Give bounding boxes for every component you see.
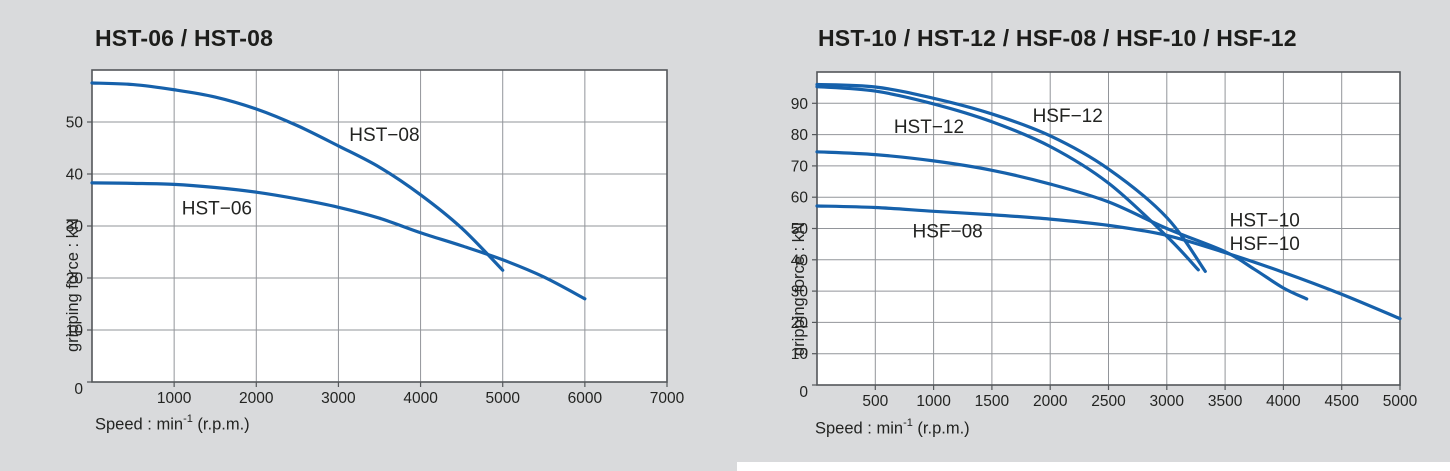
x-axis-tick-label: 3500 <box>1208 393 1243 410</box>
x-axis-tick-label: 6000 <box>568 390 603 407</box>
y-axis-tick-label: 30 <box>791 284 809 301</box>
x-axis-label-base: Speed : min <box>815 419 904 438</box>
curve-label: HSF−10 <box>1230 234 1300 255</box>
curve-HSF-12 <box>815 82 1207 273</box>
x-axis-label-base: Speed : min <box>95 415 184 434</box>
chart-title-right: HST-10 / HST-12 / HSF-08 / HSF-10 / HSF-… <box>818 25 1297 51</box>
curve-HSF-08 <box>815 204 1402 321</box>
curve-HST-06 <box>90 181 587 301</box>
x-axis-tick-label: 3000 <box>321 390 356 407</box>
x-axis-tick-label: 5000 <box>485 390 520 407</box>
x-axis-tick-label: 4000 <box>1266 393 1301 410</box>
x-axis-tick-label: 1000 <box>916 393 951 410</box>
chart-title-left: HST-06 / HST-08 <box>95 25 274 51</box>
x-axis-tick-label: 4000 <box>403 390 438 407</box>
plot-left: 0 10 20 30 40 50 1000 2000 3000 4000 5000 6000 7000 H… <box>66 69 685 407</box>
curve-label: HST−08 <box>349 125 419 146</box>
chart-panel-left: HST-06 / HST-08 gripping force : kN 0 10 2… <box>64 25 685 435</box>
curve-HST-08 <box>90 81 505 272</box>
y-axis-tick-label: 20 <box>791 315 809 332</box>
y-axis-tick-label: 60 <box>791 190 809 207</box>
x-axis-label-superscript: -1 <box>903 417 913 429</box>
x-axis-tick-label: 2000 <box>239 390 274 407</box>
y-axis-tick-label: 50 <box>66 115 84 132</box>
y-axis-tick-label: 10 <box>66 323 84 340</box>
y-axis-tick-label: 0 <box>74 381 83 398</box>
chart-panel-right: HST-10 / HST-12 / HSF-08 / HSF-10 / HSF-… <box>730 0 1450 471</box>
curve-label: HST−06 <box>182 198 252 219</box>
y-axis-tick-label: 20 <box>66 271 84 288</box>
x-axis-tick-label: 2500 <box>1091 393 1126 410</box>
y-axis-tick-label: 0 <box>799 384 808 401</box>
plot-right: 0 10 20 30 40 50 60 70 80 90 500 1000 1500 2000 2500 30… <box>791 71 1418 410</box>
x-axis-tick-label: 3000 <box>1150 393 1185 410</box>
y-axis-tick-label: 70 <box>791 158 809 175</box>
y-axis-tick-label: 40 <box>791 252 809 269</box>
x-axis-label-rest: (r.p.m.) <box>912 419 970 438</box>
x-axis-tick-label: 1500 <box>975 393 1010 410</box>
x-axis-label-right: Speed : min-1 (r.p.m.) <box>815 417 970 439</box>
y-axis-tick-label: 50 <box>791 221 809 238</box>
y-axis-tick-label: 30 <box>66 219 84 236</box>
x-axis-label-rest: (r.p.m.) <box>192 415 250 434</box>
x-axis-label-left: Speed : min-1 (r.p.m.) <box>95 413 250 435</box>
y-axis-tick-label: 90 <box>791 96 809 113</box>
x-axis-label-superscript: -1 <box>183 413 193 425</box>
x-axis-tick-label: 7000 <box>650 390 685 407</box>
curve-label: HSF−12 <box>1033 106 1103 127</box>
x-axis-tick-label: 4500 <box>1324 393 1359 410</box>
curve-label: HST−12 <box>894 117 964 138</box>
curve-label: HST−10 <box>1230 211 1300 232</box>
y-axis-tick-label: 80 <box>791 127 809 144</box>
y-axis-tick-label: 10 <box>791 346 809 363</box>
x-axis-tick-label: 2000 <box>1033 393 1068 410</box>
curve-label: HSF−08 <box>912 222 982 243</box>
x-axis-tick-label: 1000 <box>157 390 192 407</box>
y-axis-tick-label: 40 <box>66 167 84 184</box>
curve-HST-10-HSF-10 <box>815 150 1309 301</box>
curve-HST-12 <box>815 85 1200 272</box>
x-axis-tick-label: 500 <box>862 393 888 410</box>
x-axis-tick-label: 5000 <box>1383 393 1418 410</box>
page-edge-strip <box>737 462 1450 471</box>
